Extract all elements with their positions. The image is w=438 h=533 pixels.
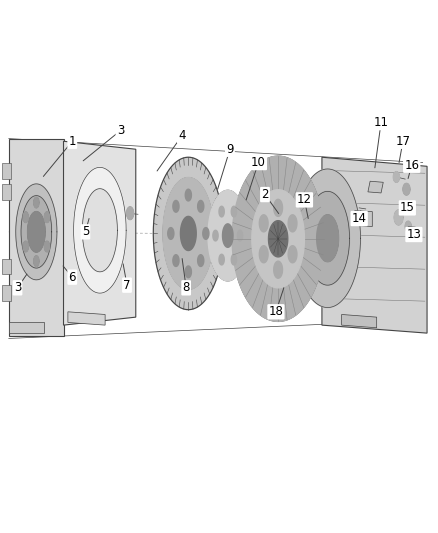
- Polygon shape: [180, 216, 196, 251]
- Polygon shape: [173, 255, 179, 266]
- Polygon shape: [288, 246, 297, 263]
- Text: 5: 5: [82, 225, 89, 238]
- Polygon shape: [44, 241, 49, 252]
- Polygon shape: [306, 191, 350, 285]
- Polygon shape: [2, 285, 11, 301]
- Text: 10: 10: [251, 156, 266, 169]
- Text: 11: 11: [374, 116, 389, 129]
- Text: 15: 15: [400, 201, 415, 214]
- Text: 7: 7: [123, 279, 131, 292]
- Polygon shape: [64, 141, 136, 325]
- Polygon shape: [28, 212, 45, 252]
- Polygon shape: [9, 139, 64, 336]
- Polygon shape: [23, 212, 28, 222]
- Polygon shape: [231, 206, 237, 217]
- Text: 14: 14: [352, 212, 367, 225]
- Polygon shape: [2, 259, 11, 274]
- Polygon shape: [274, 199, 283, 216]
- Text: 3: 3: [14, 281, 21, 294]
- Polygon shape: [173, 200, 179, 212]
- Text: 4: 4: [178, 130, 186, 142]
- Polygon shape: [9, 322, 44, 333]
- Polygon shape: [185, 189, 191, 201]
- Text: 6: 6: [68, 271, 76, 284]
- Polygon shape: [322, 157, 427, 333]
- Polygon shape: [219, 254, 224, 265]
- Text: 12: 12: [297, 193, 312, 206]
- Text: 8: 8: [183, 281, 190, 294]
- Polygon shape: [153, 157, 223, 310]
- Polygon shape: [295, 169, 360, 308]
- Polygon shape: [2, 163, 11, 179]
- Polygon shape: [237, 230, 243, 241]
- Polygon shape: [274, 261, 283, 278]
- Text: 1: 1: [68, 135, 76, 148]
- Polygon shape: [127, 207, 134, 220]
- Polygon shape: [74, 167, 126, 293]
- Text: 9: 9: [226, 143, 234, 156]
- Polygon shape: [23, 241, 28, 252]
- Text: 2: 2: [261, 188, 269, 201]
- Polygon shape: [168, 228, 174, 239]
- Polygon shape: [394, 210, 403, 225]
- Polygon shape: [268, 221, 288, 257]
- Polygon shape: [163, 177, 214, 289]
- Polygon shape: [317, 215, 339, 262]
- Polygon shape: [44, 212, 49, 222]
- Text: 17: 17: [396, 135, 410, 148]
- Polygon shape: [21, 196, 52, 268]
- Polygon shape: [232, 156, 324, 321]
- Polygon shape: [82, 189, 117, 272]
- Polygon shape: [2, 184, 11, 200]
- Polygon shape: [213, 230, 218, 241]
- Text: 3: 3: [117, 124, 124, 137]
- Polygon shape: [288, 215, 297, 232]
- Polygon shape: [203, 228, 209, 239]
- Polygon shape: [16, 184, 57, 280]
- Polygon shape: [34, 256, 39, 266]
- Polygon shape: [198, 255, 204, 266]
- Polygon shape: [405, 221, 411, 232]
- Polygon shape: [34, 197, 39, 208]
- Polygon shape: [68, 312, 105, 325]
- Polygon shape: [393, 172, 399, 182]
- Polygon shape: [198, 200, 204, 212]
- Polygon shape: [259, 215, 268, 232]
- Polygon shape: [185, 266, 191, 278]
- Polygon shape: [208, 190, 247, 281]
- Polygon shape: [368, 181, 383, 193]
- Text: 18: 18: [268, 305, 283, 318]
- Polygon shape: [252, 190, 304, 288]
- Polygon shape: [355, 211, 372, 227]
- Polygon shape: [219, 206, 224, 217]
- Polygon shape: [342, 314, 377, 328]
- Polygon shape: [403, 183, 410, 195]
- Polygon shape: [223, 224, 233, 247]
- Polygon shape: [259, 246, 268, 263]
- Polygon shape: [231, 254, 237, 265]
- Text: 13: 13: [406, 228, 421, 241]
- Text: 16: 16: [404, 159, 419, 172]
